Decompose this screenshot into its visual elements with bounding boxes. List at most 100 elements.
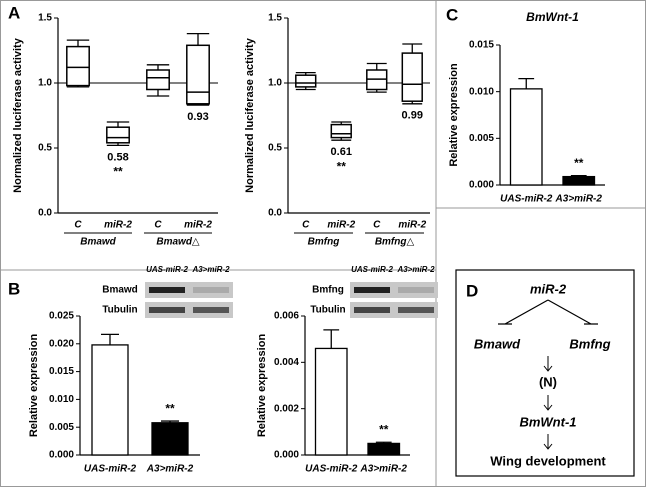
y-axis-label: Relative expression — [28, 334, 40, 438]
x-tick-label: UAS-miR-2 — [305, 464, 358, 475]
x-tick-label: miR-2 — [327, 220, 355, 231]
box — [330, 123, 352, 139]
y-tick-label: 0.000 — [469, 180, 494, 191]
box — [146, 69, 170, 91]
y-tick-label: 0.5 — [268, 143, 282, 154]
bar — [151, 422, 189, 456]
y-tick-label: 0.004 — [274, 357, 299, 368]
y-tick-label: 0.020 — [49, 338, 74, 349]
lane-label: A3>miR-2 — [396, 265, 435, 274]
arrow — [543, 395, 553, 411]
bar — [91, 344, 129, 456]
blot-row-label: Tubulin — [102, 305, 137, 316]
bar — [509, 88, 543, 186]
box — [106, 126, 130, 144]
x-tick-label: C — [154, 220, 162, 231]
significance: ** — [337, 159, 347, 173]
x-tick-label: A3>miR-2 — [360, 464, 408, 475]
bar — [314, 347, 348, 456]
blot — [145, 302, 233, 318]
node: Bmawd — [474, 336, 521, 351]
y-tick-label: 0.0 — [38, 208, 52, 219]
y-tick-label: 1.5 — [38, 13, 52, 24]
arrow — [543, 356, 553, 372]
significance: ** — [574, 156, 584, 170]
x-tick-label: miR-2 — [104, 220, 132, 231]
significance: ** — [113, 165, 123, 179]
x-tick-label: C — [302, 220, 310, 231]
value-label: 0.58 — [107, 151, 128, 163]
blot-row-label: Bmfng — [312, 285, 344, 296]
value-label: 0.61 — [331, 146, 352, 158]
y-axis-label: Normalized luciferase activity — [244, 37, 256, 193]
y-tick-label: 0.5 — [38, 143, 52, 154]
blot — [350, 302, 438, 318]
node: miR-2 — [530, 281, 567, 296]
box — [66, 45, 90, 87]
y-tick-label: 0.010 — [49, 394, 74, 405]
box — [186, 44, 210, 105]
blot — [350, 282, 438, 298]
blot-band — [398, 307, 434, 313]
x-tick-label: UAS-miR-2 — [84, 464, 137, 475]
x-tick-label: C — [373, 220, 381, 231]
node: Bmfng — [569, 336, 610, 351]
y-axis-label: Relative expression — [256, 334, 268, 438]
blot-band — [193, 287, 229, 293]
y-tick-label: 0.015 — [469, 40, 494, 51]
panel-label: A — [8, 3, 20, 22]
x-tick-label: UAS-miR-2 — [500, 194, 553, 205]
blot-band — [354, 307, 390, 313]
blot-band — [149, 287, 185, 293]
panel-label: B — [8, 279, 20, 298]
significance: ** — [165, 401, 175, 415]
group-label: Bmawd△ — [156, 237, 200, 248]
group-label: Bmfng — [308, 237, 340, 248]
x-tick-label: A3>miR-2 — [555, 194, 603, 205]
x-tick-label: miR-2 — [398, 220, 426, 231]
lane-label: A3>miR-2 — [191, 265, 230, 274]
node: (N) — [539, 374, 557, 389]
y-tick-label: 0.015 — [49, 366, 74, 377]
y-tick-label: 0.000 — [274, 450, 299, 461]
y-tick-label: 0.025 — [49, 311, 74, 322]
x-tick-label: C — [74, 220, 82, 231]
y-tick-label: 1.0 — [38, 78, 52, 89]
lane-label: UAS-miR-2 — [351, 265, 393, 274]
panel-label: C — [446, 5, 458, 24]
y-tick-label: 1.0 — [268, 78, 282, 89]
y-tick-label: 0.000 — [49, 450, 74, 461]
blot-band — [193, 307, 229, 313]
chart-title: BmWnt-1 — [526, 10, 579, 24]
y-axis-label: Normalized luciferase activity — [12, 37, 24, 193]
y-tick-label: 0.005 — [469, 133, 494, 144]
y-axis-label: Relative expression — [448, 63, 460, 167]
y-tick-label: 0.005 — [49, 422, 74, 433]
box — [295, 74, 317, 88]
arrow — [543, 434, 553, 450]
value-label: 0.93 — [187, 111, 208, 123]
x-tick-label: miR-2 — [184, 220, 212, 231]
lane-label: UAS-miR-2 — [146, 265, 188, 274]
blot-band — [354, 287, 390, 293]
group-label: Bmfng△ — [375, 237, 415, 248]
inhibition — [498, 299, 598, 325]
y-tick-label: 0.010 — [469, 86, 494, 97]
x-tick-label: A3>miR-2 — [146, 464, 194, 475]
significance: ** — [379, 422, 389, 436]
blot-band — [149, 307, 185, 313]
diagram-box — [455, 269, 635, 477]
blot-row-label: Bmawd — [102, 285, 138, 296]
blot — [145, 282, 233, 298]
y-tick-label: 0.0 — [268, 208, 282, 219]
node: Wing development — [490, 453, 606, 468]
y-tick-label: 0.002 — [274, 403, 299, 414]
blot-band — [398, 287, 434, 293]
y-tick-label: 1.5 — [268, 13, 282, 24]
bar — [562, 175, 596, 186]
blot-row-label: Tubulin — [310, 305, 345, 316]
bar — [367, 442, 401, 456]
value-label: 0.99 — [402, 110, 423, 122]
node: BmWnt-1 — [519, 414, 576, 429]
